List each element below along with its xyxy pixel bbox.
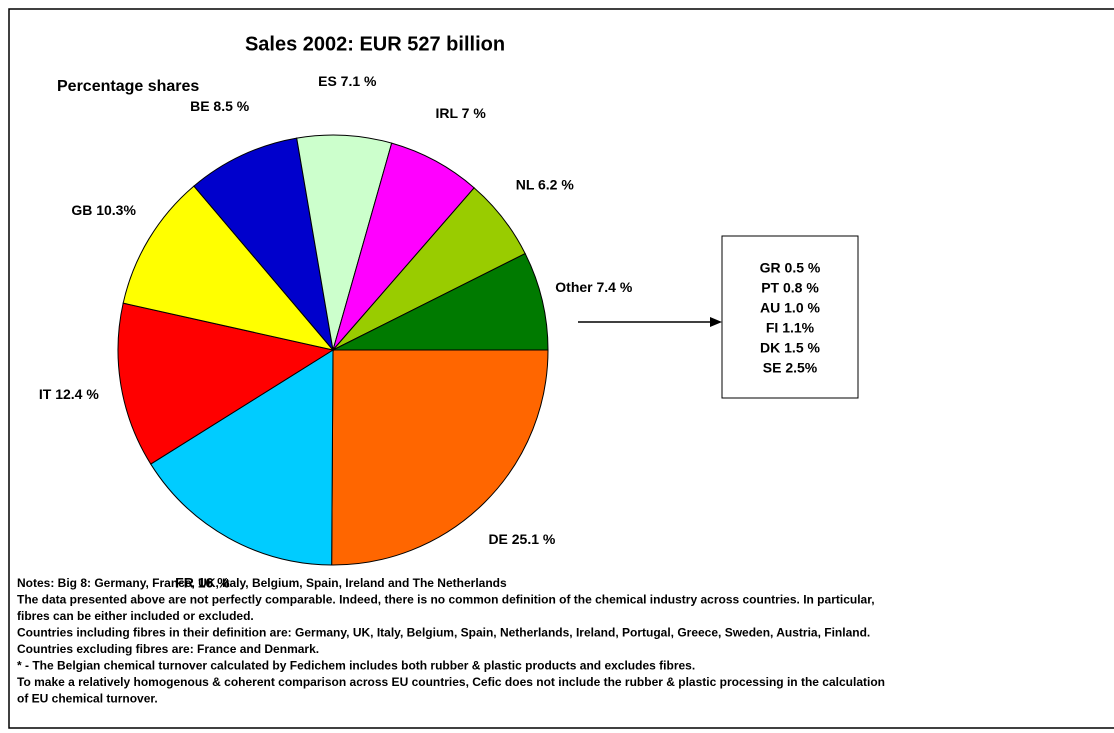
note-line: fibres can be either included or exclude… xyxy=(17,609,254,623)
note-line: The data presented above are not perfect… xyxy=(17,593,875,607)
arrow-head xyxy=(710,317,722,327)
note-line: Notes: Big 8: Germany, France, UK, Italy… xyxy=(17,576,507,590)
breakdown-box xyxy=(721,235,859,399)
note-line: Countries excluding fibres are: France a… xyxy=(17,642,319,656)
slice-label: DE 25.1 % xyxy=(488,531,555,547)
pie-slice xyxy=(117,302,335,465)
breakdown-item: AU 1.0 % xyxy=(760,300,820,316)
pie-slice xyxy=(193,137,334,352)
slice-label: IT 12.4 % xyxy=(39,386,99,402)
breakdown-item: GR 0.5 % xyxy=(760,260,821,276)
note-line: of EU chemical turnover. xyxy=(17,692,158,706)
slice-label: Other 7.4 % xyxy=(555,279,633,295)
note-line: * - The Belgian chemical turnover calcul… xyxy=(17,659,695,673)
slice-label: GB 10.3% xyxy=(71,202,136,218)
note-line: Countries including fibres in their defi… xyxy=(17,626,870,640)
breakdown-item: SE 2.5% xyxy=(763,360,818,376)
slice-label: BE 8.5 % xyxy=(190,98,250,114)
note-line: To make a relatively homogenous & cohere… xyxy=(17,675,885,689)
slice-label: NL 6.2 % xyxy=(516,176,575,192)
slice-label: IRL 7 % xyxy=(435,105,486,121)
slice-label: FR 16 % xyxy=(175,575,230,591)
pie-slice xyxy=(332,252,549,351)
breakdown-item: FI 1.1% xyxy=(766,320,815,336)
chart-subtitle: Percentage shares xyxy=(57,78,199,95)
slice-label: ES 7.1 % xyxy=(318,73,377,89)
breakdown-item: DK 1.5 % xyxy=(760,340,820,356)
pie-slice xyxy=(331,349,549,566)
chart-title: Sales 2002: EUR 527 billion xyxy=(245,33,505,55)
pie-slice xyxy=(150,349,334,566)
breakdown-item: PT 0.8 % xyxy=(761,280,819,296)
pie-slice xyxy=(122,185,335,351)
